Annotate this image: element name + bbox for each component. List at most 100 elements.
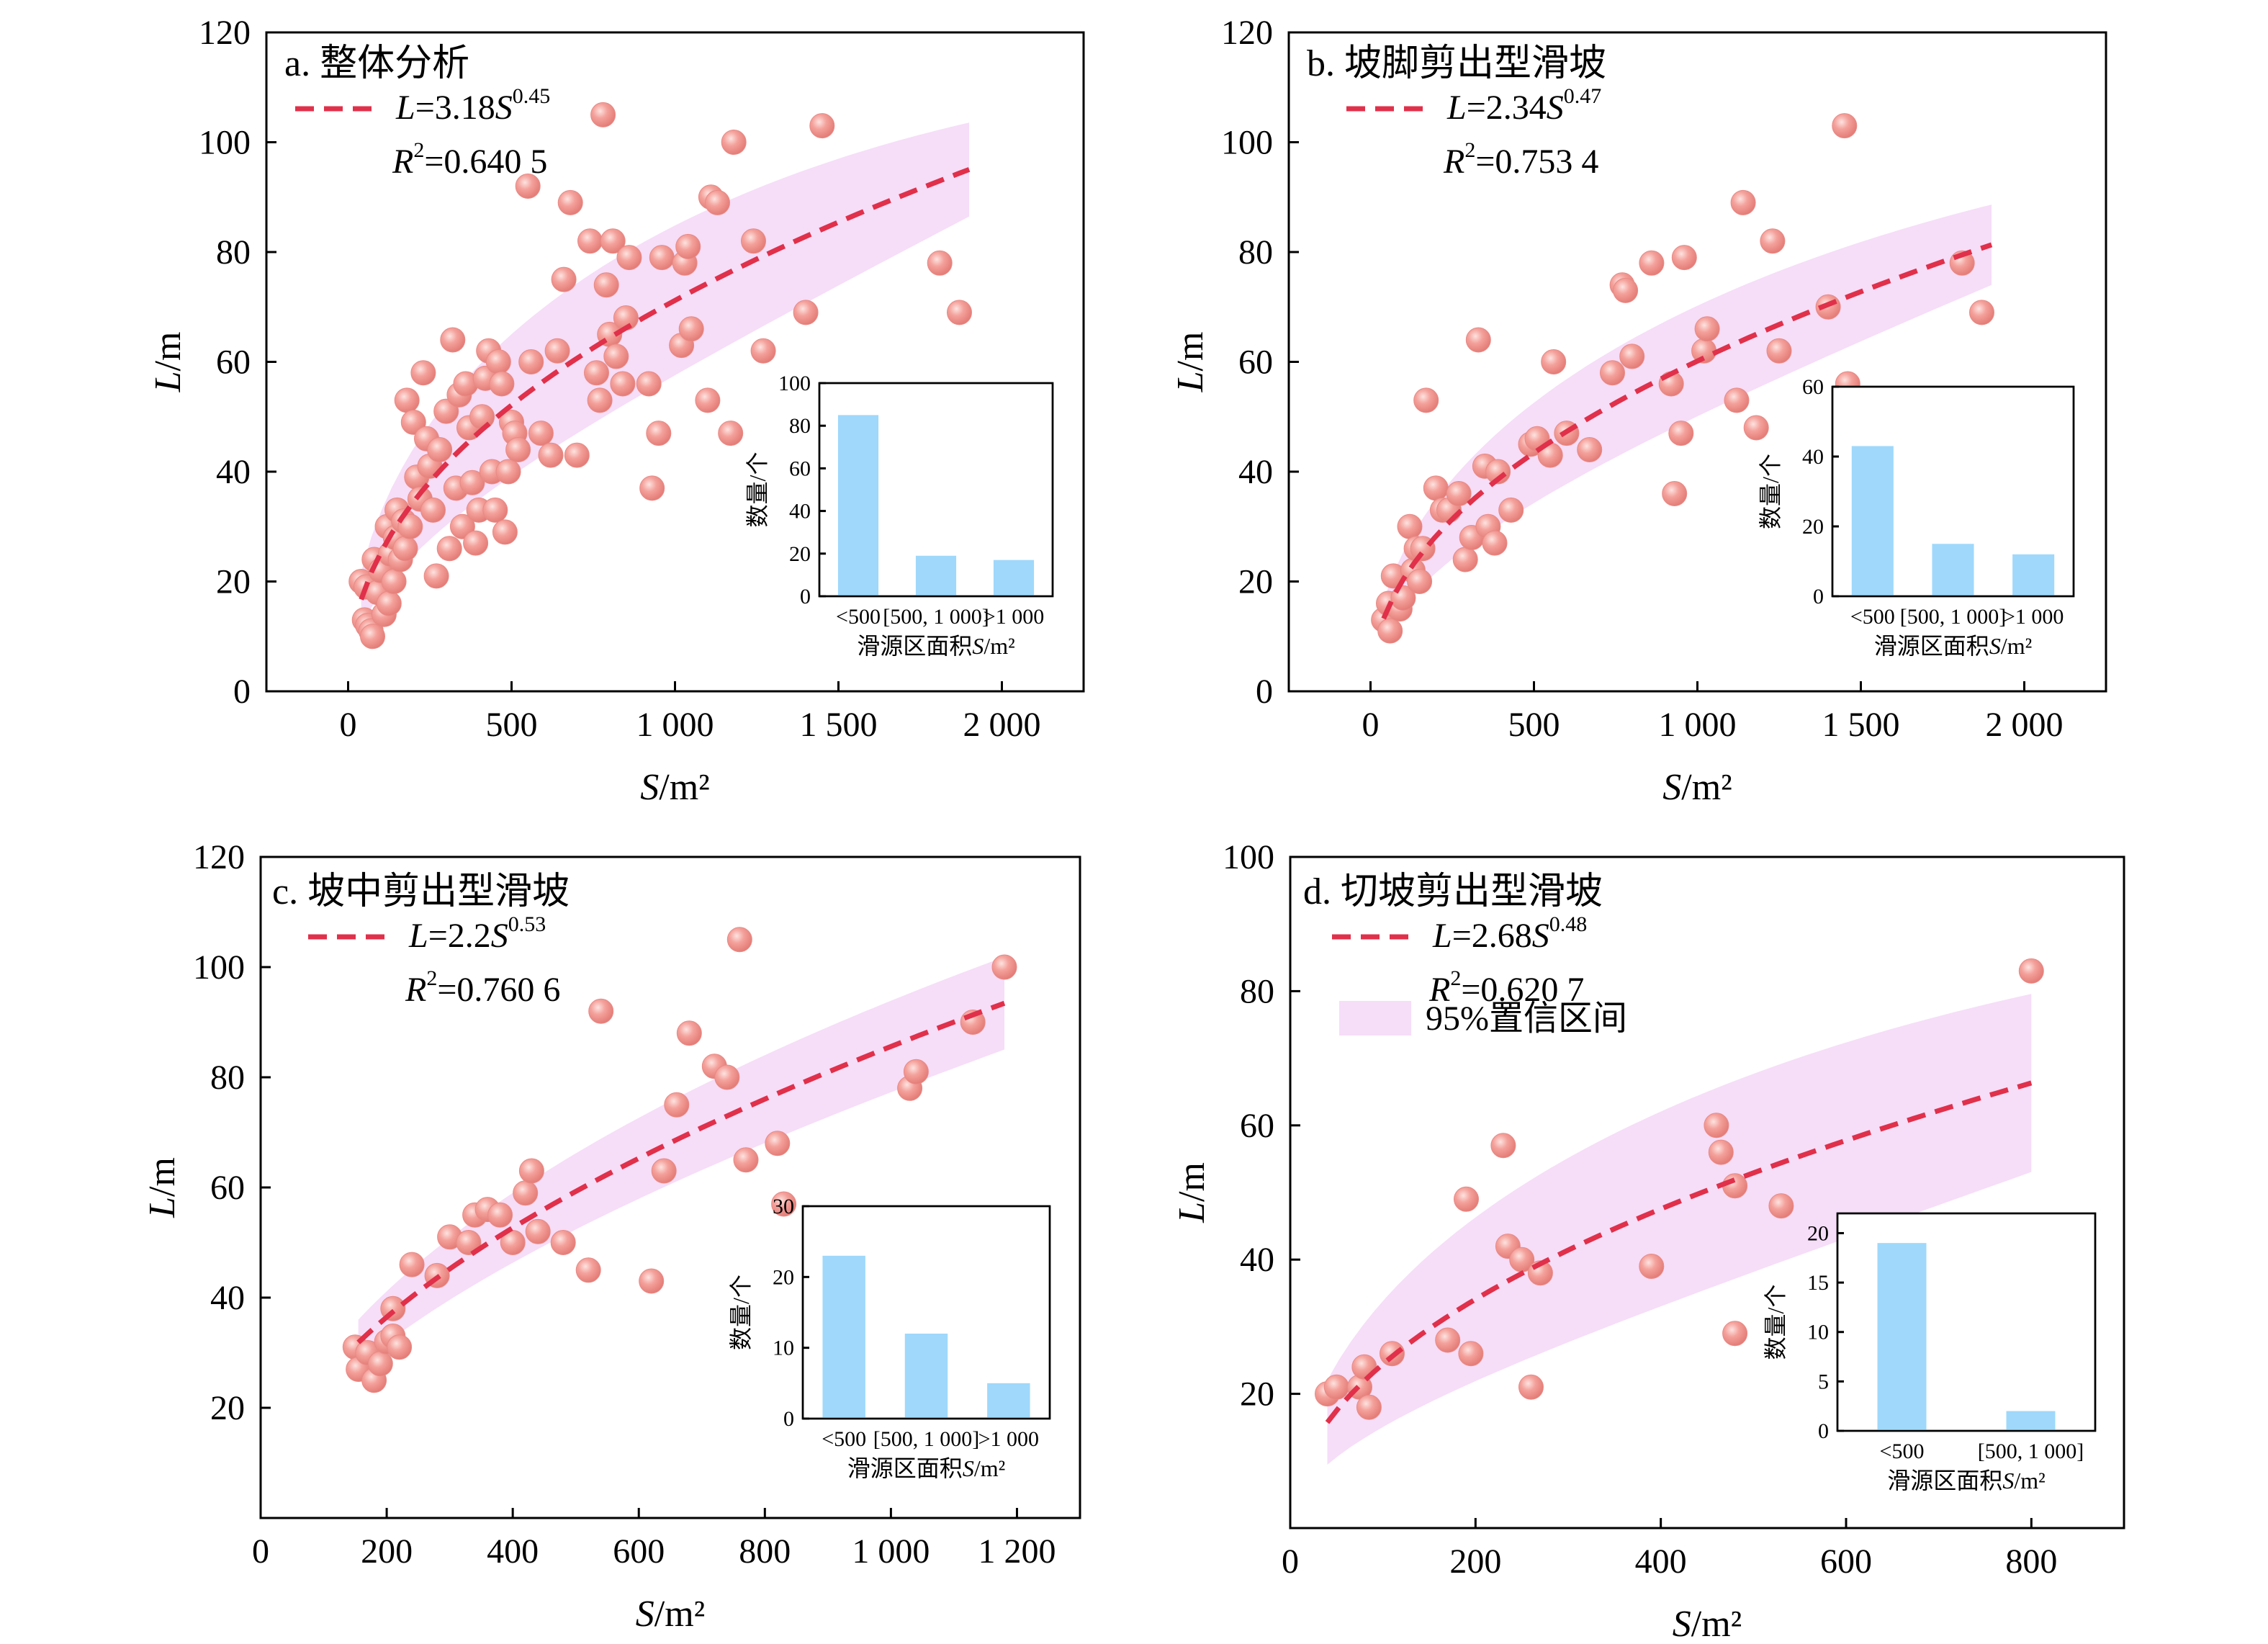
data-point <box>361 624 385 649</box>
data-point <box>578 229 603 253</box>
inset-bar <box>987 1383 1030 1419</box>
x-tick-label: 0 <box>252 1532 269 1571</box>
y-tick-label: 100 <box>1223 838 1274 876</box>
inset-bar <box>1877 1243 1926 1431</box>
x-tick-label: 1 000 <box>636 706 714 744</box>
data-point <box>1970 300 1994 325</box>
data-point <box>387 1335 412 1360</box>
inset-y-tick-label: 0 <box>800 585 811 608</box>
data-point <box>1454 1187 1479 1211</box>
inset-bar <box>822 1256 865 1419</box>
inset-y-tick-label: 5 <box>1818 1370 1829 1393</box>
data-point <box>545 338 570 363</box>
y-tick-label: 40 <box>216 453 251 491</box>
data-point <box>647 421 671 446</box>
y-tick-label: 0 <box>233 673 251 711</box>
data-point <box>1414 388 1439 413</box>
data-point <box>1620 344 1644 369</box>
figure-canvas: 0 500 1 000 1 500 2 000020406080100120S/m²L/… <box>0 0 2268 1644</box>
data-point <box>393 536 418 561</box>
legend-ci-label: 95%置信区间 <box>1426 1000 1627 1038</box>
data-point <box>1723 1174 1747 1198</box>
inset-y-tick-label: 10 <box>773 1337 794 1360</box>
r-squared: R2=0.753 4 <box>1443 138 1598 181</box>
inset-y-tick-label: 20 <box>773 1265 794 1289</box>
data-point <box>1423 476 1448 500</box>
x-tick-label: 1 500 <box>1822 706 1900 744</box>
data-point <box>1709 1140 1733 1164</box>
data-point <box>1760 229 1785 253</box>
data-point <box>564 443 589 467</box>
data-point <box>679 317 703 341</box>
data-point <box>1453 547 1477 572</box>
data-point <box>1767 338 1791 363</box>
data-point <box>421 498 446 522</box>
data-point <box>1578 438 1602 462</box>
y-axis-title: L/m <box>1170 332 1211 393</box>
inset-x-tick-label: [500, 1 000] <box>873 1427 979 1451</box>
data-point <box>1731 190 1755 215</box>
inset-y-tick-label: 80 <box>789 414 811 438</box>
inset-x-title: 滑源区面积S/m² <box>1887 1468 2045 1493</box>
data-point <box>1639 251 1664 275</box>
data-point <box>734 1148 758 1172</box>
inset-y-title: 数量/个 <box>1763 1285 1788 1360</box>
inset-x-title: 滑源区面积S/m² <box>1874 633 2032 659</box>
legend-ci-swatch <box>1339 1001 1411 1036</box>
y-tick-label: 80 <box>210 1059 245 1097</box>
x-tick-label: 200 <box>361 1532 413 1571</box>
data-point <box>591 102 616 127</box>
x-axis-title: S/m² <box>1673 1604 1742 1644</box>
y-tick-label: 60 <box>1240 1107 1274 1145</box>
x-axis-title: S/m² <box>1662 767 1732 808</box>
data-point <box>519 350 544 374</box>
inset-histogram-d: <500 [500, 1 000]05101520数量/个滑源区面积S/m² <box>1763 1213 2095 1493</box>
inset-bar <box>994 560 1034 596</box>
inset-histogram-a: <500 [500, 1 000]>1 000020406080100数量/个滑源… <box>744 372 1053 659</box>
data-point <box>382 570 406 594</box>
panel-a: 0 500 1 000 1 500 2 000020406080100120S/m²L/… <box>148 14 1084 808</box>
data-point <box>706 190 730 215</box>
data-point <box>665 1092 689 1117</box>
inset-y-tick-label: 10 <box>1807 1321 1829 1344</box>
data-point <box>1669 421 1693 446</box>
x-axis-title: S/m² <box>640 767 709 808</box>
inset-x-tick-label: <500 <box>822 1427 866 1451</box>
data-point <box>948 300 972 325</box>
inset-y-title: 数量/个 <box>728 1275 754 1350</box>
inset-y-title: 数量/个 <box>1758 454 1783 529</box>
y-axis-title: L/m <box>1171 1162 1212 1223</box>
x-axis-title: S/m² <box>636 1594 705 1635</box>
y-tick-label: 20 <box>210 1389 245 1427</box>
r-squared: R2=0.640 5 <box>392 138 547 181</box>
inset-y-tick-label: 100 <box>778 372 811 395</box>
data-point <box>1639 1254 1664 1279</box>
inset-x-tick-label: <500 <box>1850 605 1895 629</box>
data-point <box>611 372 635 396</box>
x-tick-label: 600 <box>1820 1542 1872 1581</box>
x-tick-label: 800 <box>739 1532 791 1571</box>
data-point <box>1614 278 1638 302</box>
data-point <box>576 1258 600 1283</box>
data-point <box>677 1021 701 1046</box>
data-point <box>1519 1375 1544 1399</box>
x-tick-label: 1 000 <box>852 1532 930 1571</box>
data-point <box>1601 361 1625 385</box>
y-tick-label: 120 <box>1221 14 1273 52</box>
y-axis-title: L/m <box>148 332 189 393</box>
data-point <box>676 234 701 259</box>
data-point <box>589 999 613 1023</box>
data-point <box>727 927 752 952</box>
data-point <box>424 564 449 588</box>
panel-title-a: a. 整体分析 <box>284 43 469 84</box>
data-point <box>1491 1133 1516 1158</box>
data-point <box>1466 328 1490 352</box>
data-point <box>793 300 818 325</box>
data-point <box>742 229 766 253</box>
data-point <box>1324 1375 1349 1399</box>
x-tick-label: 1 000 <box>1659 706 1737 744</box>
data-point <box>400 1252 424 1277</box>
panel-b: 0 500 1 000 1 500 2 000 0 20 40 60 80 100 120 S/m² L/… <box>1170 14 2106 808</box>
data-point <box>1769 1194 1794 1218</box>
inset-y-tick-label: 30 <box>773 1195 794 1218</box>
